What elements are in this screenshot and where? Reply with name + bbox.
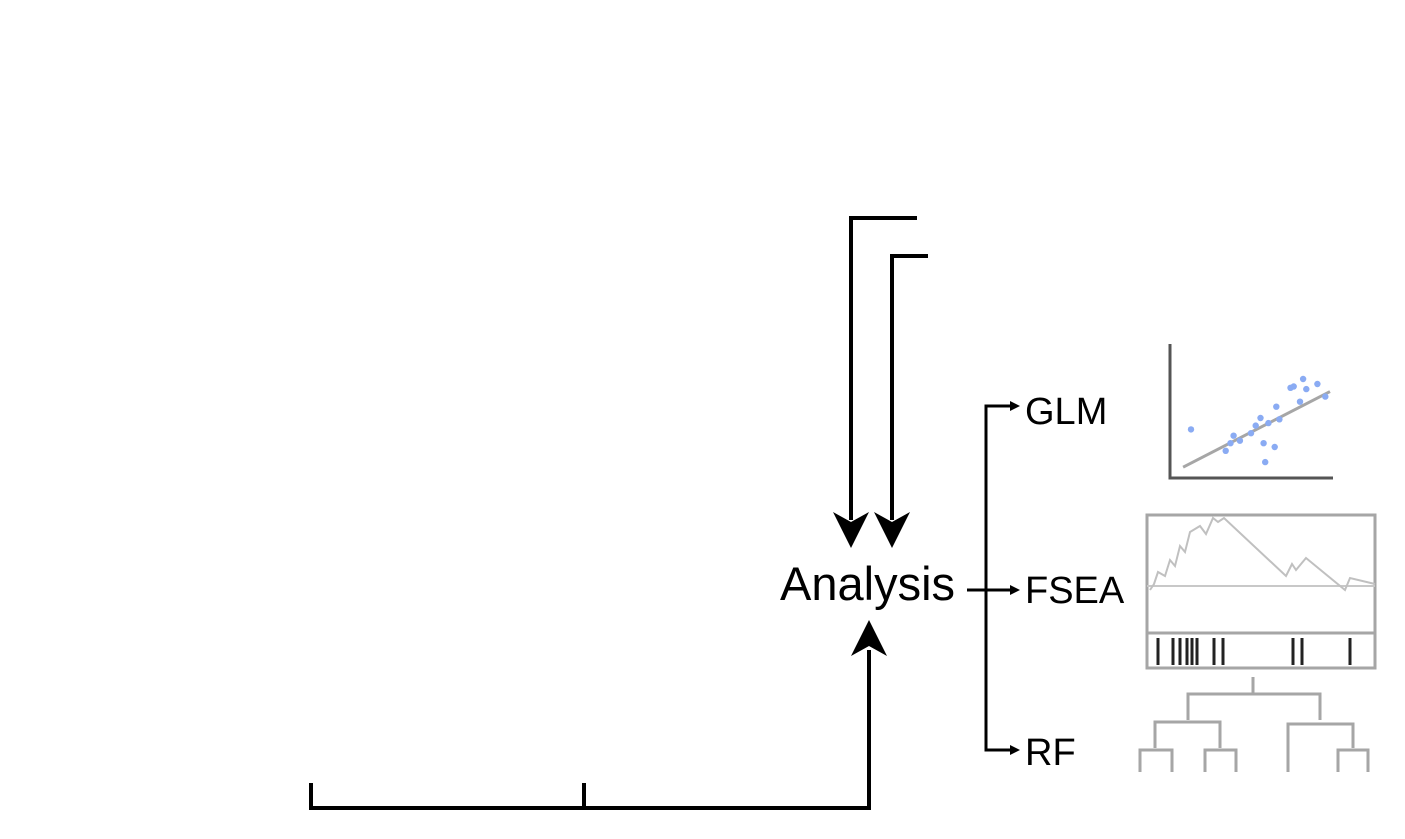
analysis-label: Analysis [780,557,955,610]
scatter-point [1252,422,1259,429]
glm-label: GLM [1025,391,1107,433]
arrowhead-up-icon [851,620,887,656]
scatter-point [1247,430,1255,437]
running-score-curve [1149,516,1376,592]
scatter-point [1276,416,1283,423]
scatter-regression-icon [1168,344,1333,480]
scatter-point [1271,443,1278,451]
scatter-point [1187,426,1195,433]
arrowhead-down-icon [874,512,910,548]
scatter-point [1230,432,1237,439]
scatter-point [1257,414,1264,422]
dendrogram-icon [1138,677,1370,772]
scatter-point [1260,440,1267,447]
scatter-point [1222,447,1229,454]
arrowhead-right-icon [1010,745,1020,755]
regression-line [1182,390,1331,469]
enrichment-plot-icon [1145,513,1377,670]
scatter-point [1299,375,1307,383]
scatter-point [1227,440,1234,447]
scatter-point [1273,403,1280,410]
arrowhead-down-icon [833,512,869,548]
scatter-points [1187,375,1329,466]
scatter-point [1262,458,1269,466]
input-connector-top-right [874,254,928,548]
arrowhead-right-icon [1010,585,1020,595]
scatter-point [1265,419,1272,427]
scatter-point [1303,385,1310,393]
scatter-point [1322,393,1329,400]
scatter-point [1296,398,1304,405]
scatter-point [1314,380,1321,388]
output-branch-connector [967,401,1020,755]
input-connector-top-left [833,216,917,548]
input-connector-bottom [309,620,887,810]
scatter-point [1290,383,1297,390]
scatter-point [1236,437,1244,444]
arrowhead-right-icon [1010,401,1020,411]
fsea-label: FSEA [1025,570,1125,612]
barcode-hits [1156,638,1352,665]
rf-label: RF [1025,732,1076,774]
